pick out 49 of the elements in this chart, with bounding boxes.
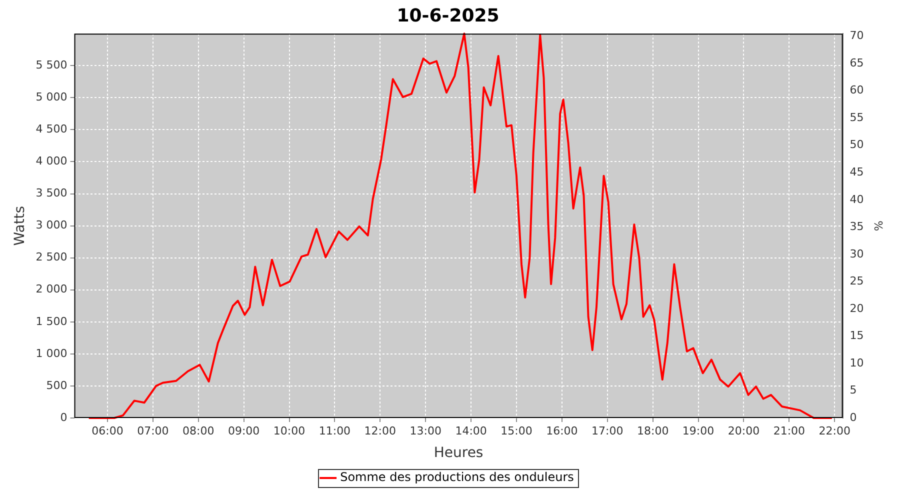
- y-tick-label: 4 500: [36, 122, 68, 136]
- y2-tick-label: 45: [850, 166, 864, 178]
- y2-tick-label: 10: [850, 356, 864, 370]
- chart-title: 10-6-2025: [396, 5, 500, 26]
- x-tick-label: 15:00: [500, 424, 532, 438]
- y-tick-label: 500: [46, 378, 68, 392]
- y-tick-label: 3 500: [36, 186, 68, 200]
- x-tick-label: 07:00: [137, 424, 169, 438]
- x-tick-label: 20:00: [728, 424, 760, 438]
- y2-tick-label: 40: [850, 192, 864, 206]
- y-tick-label: 5 500: [36, 58, 68, 72]
- y2-tick-label: 70: [850, 29, 864, 42]
- y2-tick-label: 15: [850, 329, 864, 342]
- x-tick-label: 11:00: [318, 424, 351, 438]
- x-tick-label: 10:00: [273, 424, 306, 438]
- x-tick-label: 08:00: [182, 424, 214, 438]
- y-tick-label: 1 500: [36, 314, 68, 328]
- x-tick-label: 22:00: [818, 424, 850, 438]
- y-tick-label: 5 000: [36, 90, 68, 104]
- x-tick-label: 21:00: [773, 424, 806, 438]
- x-tick-label: 19:00: [682, 424, 714, 438]
- y-tick-label: 1 000: [36, 346, 68, 360]
- y-tick-label: 2 500: [36, 250, 68, 264]
- y2-tick-label: 30: [850, 247, 864, 260]
- x-tick-label: 18:00: [636, 424, 669, 438]
- y-axis-title: Watts: [12, 206, 28, 246]
- y2-tick-label: 35: [850, 220, 864, 234]
- y2-tick-label: 65: [850, 56, 864, 70]
- y-tick-label: 4 000: [36, 154, 68, 168]
- x-axis-title: Heures: [434, 445, 484, 462]
- y2-tick-label: 0: [850, 410, 857, 424]
- x-tick-label: 14:00: [455, 424, 487, 438]
- y-tick-label: 0: [60, 410, 68, 424]
- y2-tick-label: 25: [850, 274, 864, 288]
- y2-axis-title: %: [872, 220, 885, 232]
- x-tick-label: 16:00: [546, 424, 578, 438]
- y-tick-label: 3 000: [36, 218, 68, 232]
- y2-tick-label: 60: [850, 84, 864, 97]
- y-tick-label: 2 000: [36, 282, 68, 296]
- legend-label: Somme des productions des onduleurs: [340, 470, 574, 484]
- y2-tick-label: 20: [850, 302, 864, 315]
- y2-tick-label: 5: [850, 384, 857, 397]
- x-tick-label: 06:00: [92, 424, 124, 438]
- x-tick-label: 09:00: [228, 424, 260, 438]
- x-tick-label: 17:00: [592, 424, 624, 438]
- y2-tick-label: 55: [850, 110, 864, 124]
- y2-tick-label: 50: [850, 138, 864, 152]
- x-tick-label: 13:00: [410, 424, 442, 438]
- x-tick-label: 12:00: [364, 424, 396, 438]
